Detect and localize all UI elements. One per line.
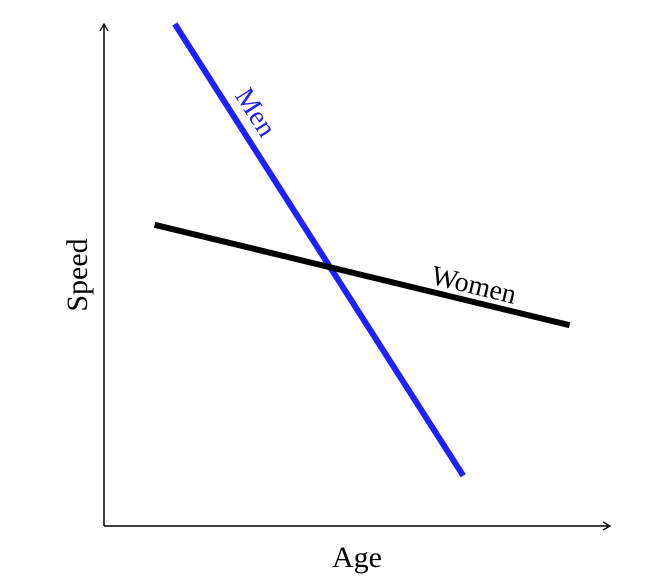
x-axis-label: Age — [332, 541, 382, 574]
series-label-men: Men — [228, 83, 282, 143]
y-axis-label: Speed — [61, 238, 94, 311]
series-line-women — [153, 221, 571, 329]
series-line-men — [172, 22, 466, 478]
